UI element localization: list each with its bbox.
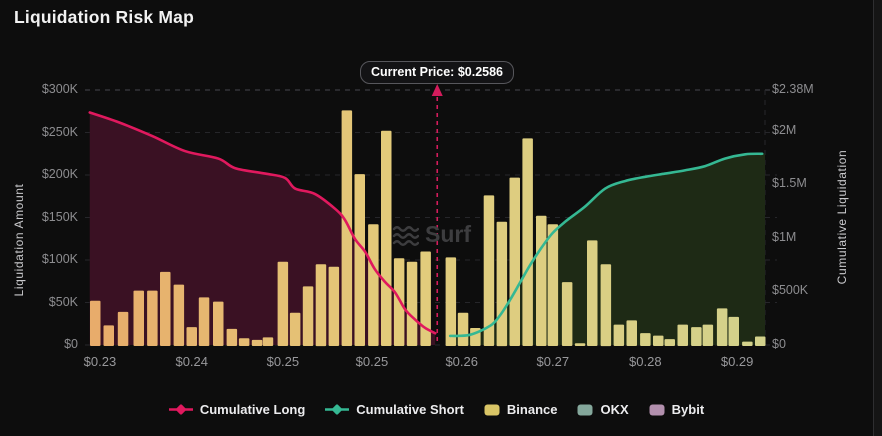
liquidation-bar[interactable] — [626, 320, 638, 346]
liquidation-bar[interactable] — [238, 338, 250, 346]
legend-label: Bybit — [671, 402, 705, 417]
liquidation-bar[interactable] — [483, 195, 495, 346]
liquidation-bar[interactable] — [393, 258, 405, 346]
liquidation-bar[interactable] — [173, 284, 185, 346]
liquidation-bar[interactable] — [354, 174, 366, 346]
right-axis-tick: $1.5M — [772, 176, 807, 191]
legend-label: Binance — [506, 402, 558, 417]
right-axis-tick: $1M — [772, 229, 797, 244]
liquidation-bar[interactable] — [691, 327, 702, 346]
watermark: Surf — [392, 221, 471, 248]
legend-item-bybit[interactable]: Bybit — [649, 402, 705, 417]
right-axis-tick: $2.38M — [772, 82, 814, 96]
current-price-arrow-icon — [431, 84, 443, 96]
cumulative-long-line — [88, 111, 437, 335]
right-axis-title: Cumulative Liquidation — [835, 149, 849, 285]
liquidation-bar[interactable] — [213, 301, 224, 346]
legend-marker-okx — [577, 404, 593, 415]
legend-item-binance[interactable]: Binance — [484, 402, 558, 417]
legend-marker-cumulative-short — [325, 404, 350, 415]
x-axis-tick: $0.28 — [629, 354, 662, 369]
liquidation-bar[interactable] — [160, 271, 171, 346]
liquidation-bar[interactable] — [90, 300, 101, 346]
liquidation-bar[interactable] — [147, 290, 158, 346]
liquidation-bar[interactable] — [117, 311, 129, 346]
liquidation-bar[interactable] — [103, 325, 115, 346]
liquidation-bar[interactable] — [716, 308, 728, 346]
liquidation-bar[interactable] — [587, 240, 598, 346]
legend-marker-bybit — [649, 404, 665, 415]
liquidation-bar[interactable] — [653, 335, 664, 346]
right-axis-tick: $2M — [772, 122, 797, 137]
liquidation-bar[interactable] — [406, 261, 418, 346]
left-axis-tick: $0 — [64, 337, 78, 351]
left-axis-tick: $150K — [41, 209, 78, 224]
legend-marker-binance — [484, 404, 500, 415]
x-axis-tick: $0.25 — [355, 354, 389, 369]
liquidation-bar[interactable] — [341, 110, 353, 347]
liquidation-bar[interactable] — [755, 336, 766, 347]
legend-item-cumulative-long[interactable]: Cumulative Long — [168, 402, 306, 417]
x-axis-tick: $0.29 — [720, 354, 754, 369]
left-axis-tick: $50K — [48, 294, 78, 309]
left-axis-tick: $300K — [41, 82, 78, 96]
liquidation-bar[interactable] — [251, 339, 263, 346]
x-axis-tick: $0.23 — [83, 354, 117, 369]
liquidation-bar[interactable] — [742, 341, 753, 346]
liquidation-bar[interactable] — [728, 316, 740, 346]
page-title: Liquidation Risk Map — [14, 7, 194, 27]
liquidation-bar[interactable] — [133, 290, 145, 346]
legend-marker-cumulative-long — [168, 404, 193, 415]
liquidation-bar[interactable] — [368, 224, 379, 346]
liquidation-bar[interactable] — [289, 312, 301, 346]
legend-label: Cumulative Short — [356, 402, 464, 417]
x-axis-tick: $0.24 — [175, 354, 209, 369]
liquidation-bar[interactable] — [640, 333, 651, 346]
liquidation-bar[interactable] — [420, 251, 431, 347]
liquidation-bar[interactable] — [664, 339, 676, 346]
x-axis-tick: $0.25 — [266, 354, 300, 369]
watermark-text: Surf — [425, 221, 471, 247]
right-axis-tick: $500K — [772, 283, 809, 298]
surf-logo-icon — [392, 225, 419, 246]
x-axis-tick: $0.27 — [536, 354, 570, 369]
right-axis-tick: $0 — [772, 337, 786, 351]
left-axis-title: Liquidation Amount — [12, 183, 26, 297]
left-axis-tick: $200K — [41, 167, 78, 181]
liquidation-bar[interactable] — [277, 261, 289, 346]
liquidation-bar[interactable] — [547, 224, 559, 346]
liquidation-bar[interactable] — [457, 312, 469, 346]
legend-item-cumulative-short[interactable]: Cumulative Short — [325, 402, 464, 417]
left-axis-tick: $250K — [41, 124, 78, 139]
liquidation-bar[interactable] — [613, 324, 625, 346]
liquidation-bar[interactable] — [522, 138, 533, 346]
liquidation-bar[interactable] — [315, 264, 327, 347]
liquidation-bar[interactable] — [328, 266, 340, 346]
current-price-tooltip: Current Price: $0.2586 — [359, 61, 515, 84]
liquidation-bar[interactable] — [302, 286, 314, 346]
legend-label: OKX — [600, 402, 629, 417]
liquidation-bar[interactable] — [600, 264, 612, 347]
liquidation-bar[interactable] — [186, 327, 198, 346]
liquidation-bar[interactable] — [509, 177, 521, 346]
legend-item-okx[interactable]: OKX — [577, 402, 629, 417]
liquidation-bar[interactable] — [198, 297, 210, 346]
liquidation-bar[interactable] — [536, 215, 547, 346]
liquidation-bar[interactable] — [381, 130, 392, 346]
liquidation-bar[interactable] — [561, 282, 573, 346]
liquidation-bar[interactable] — [226, 328, 238, 346]
liquidation-bar[interactable] — [702, 324, 714, 346]
liquidation-bar[interactable] — [262, 337, 274, 346]
cumulative-short-line — [448, 152, 764, 338]
x-axis-tick: $0.26 — [445, 354, 478, 369]
legend-label: Cumulative Long — [199, 402, 306, 417]
legend: Cumulative Long Cumulative Short Binance OK… — [0, 402, 873, 417]
liquidation-bar[interactable] — [496, 221, 508, 347]
left-axis-tick: $100K — [41, 252, 78, 266]
liquidation-bar[interactable] — [677, 324, 689, 346]
liquidation-bar[interactable] — [574, 343, 586, 346]
liquidation-bar[interactable] — [445, 257, 457, 346]
